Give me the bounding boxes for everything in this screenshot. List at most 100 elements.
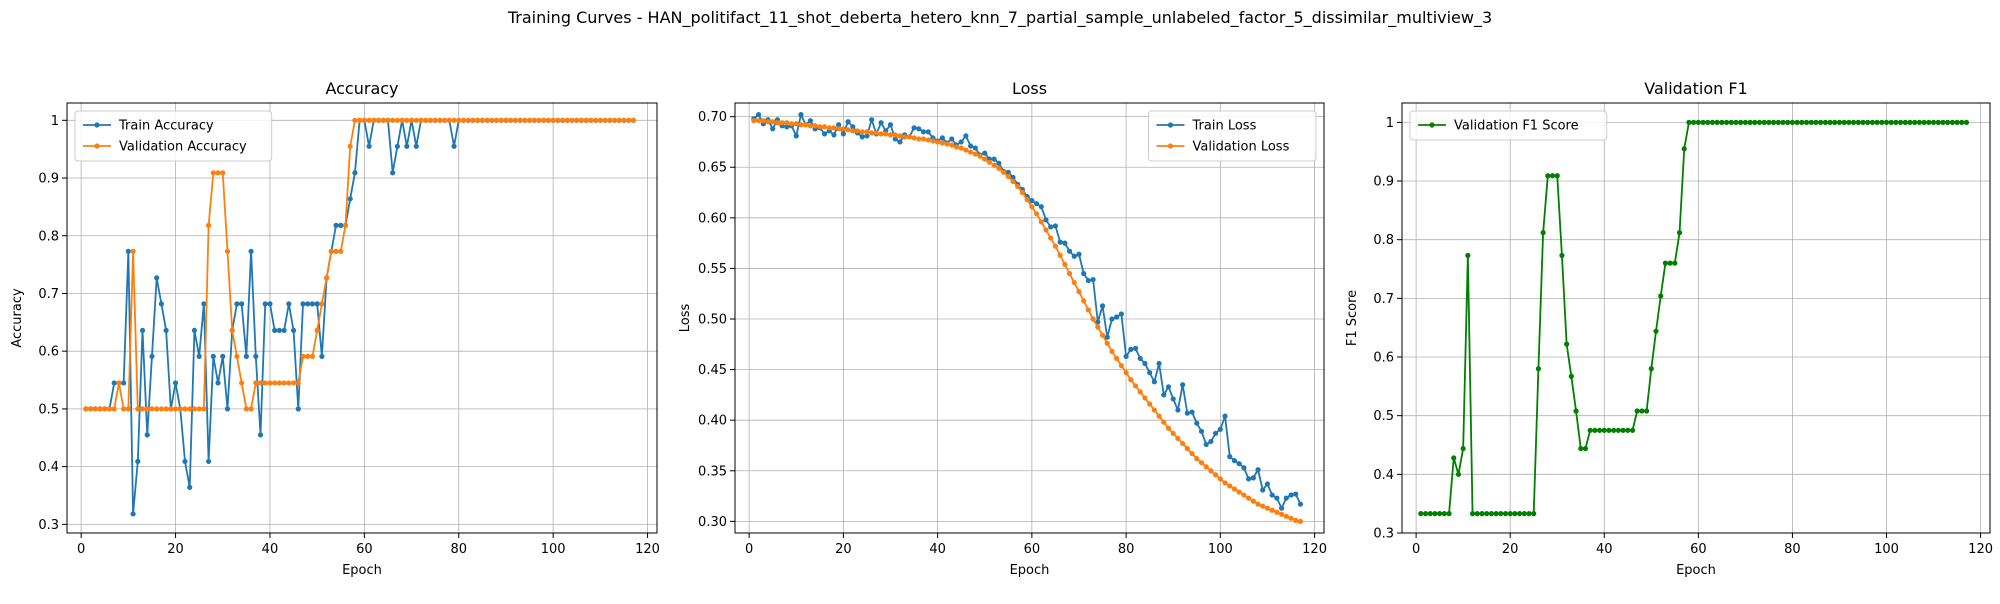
- data-point: [607, 117, 613, 123]
- data-point: [451, 117, 457, 123]
- data-point: [1246, 476, 1252, 482]
- data-point: [1460, 445, 1466, 452]
- data-point: [1644, 408, 1650, 414]
- data-point: [139, 406, 146, 412]
- data-point: [328, 248, 334, 254]
- x-tick-label: 60: [1024, 542, 1041, 557]
- data-point: [1564, 341, 1570, 347]
- data-point: [121, 406, 127, 412]
- chart-title: Loss: [1012, 79, 1047, 98]
- data-point: [840, 126, 846, 132]
- data-point: [385, 117, 391, 123]
- data-point: [257, 432, 264, 438]
- data-point: [371, 117, 377, 123]
- data-point: [1930, 119, 1937, 125]
- data-point: [158, 406, 164, 412]
- data-point: [949, 142, 955, 148]
- data-point: [196, 406, 202, 412]
- data-point: [774, 120, 781, 126]
- data-point: [418, 117, 424, 123]
- data-point: [333, 222, 339, 228]
- data-point: [982, 150, 988, 156]
- data-point: [1507, 511, 1513, 517]
- data-point: [158, 301, 164, 307]
- data-point: [1090, 276, 1096, 283]
- legend-swatch-marker: [94, 122, 100, 128]
- data-point: [1033, 201, 1040, 207]
- data-point: [163, 327, 169, 334]
- data-point: [248, 248, 254, 254]
- data-point: [1681, 146, 1687, 152]
- data-point: [1109, 316, 1115, 322]
- data-point: [878, 131, 884, 137]
- data-point: [1052, 223, 1059, 229]
- data-point: [836, 126, 842, 132]
- data-point: [1601, 427, 1607, 433]
- data-point: [1658, 293, 1664, 299]
- data-point: [1123, 353, 1129, 360]
- data-point: [1165, 425, 1172, 431]
- data-point: [319, 301, 325, 307]
- data-point: [996, 165, 1002, 171]
- data-point: [305, 353, 311, 359]
- data-point: [1260, 487, 1266, 493]
- series-markers-2: [83, 117, 637, 412]
- data-point: [972, 151, 978, 157]
- data-point: [182, 406, 188, 412]
- data-point: [1038, 204, 1044, 210]
- data-point: [1274, 495, 1280, 501]
- data-point: [239, 301, 245, 307]
- data-point: [755, 118, 762, 124]
- data-point: [1940, 119, 1946, 125]
- data-point: [1203, 464, 1209, 470]
- data-point: [224, 248, 231, 254]
- x-tick-label: 100: [1208, 542, 1233, 557]
- data-point: [451, 143, 457, 149]
- data-point: [1728, 119, 1734, 125]
- data-point: [1156, 360, 1162, 367]
- y-tick-label: 0.65: [698, 161, 727, 176]
- data-point: [526, 117, 533, 123]
- data-point: [1194, 420, 1200, 426]
- data-point: [1620, 427, 1626, 433]
- series-line-2: [753, 119, 1301, 523]
- y-tick-label: 0.35: [698, 464, 727, 479]
- data-point: [925, 129, 931, 135]
- data-point: [1691, 119, 1697, 125]
- data-point: [1846, 119, 1852, 125]
- data-point: [1180, 382, 1186, 388]
- data-point: [1000, 169, 1007, 175]
- data-point: [201, 406, 207, 412]
- data-point: [1719, 119, 1725, 125]
- data-point: [149, 353, 155, 359]
- data-point: [1427, 511, 1433, 517]
- data-point: [1573, 408, 1579, 414]
- data-point: [1147, 401, 1153, 407]
- data-point: [1432, 511, 1438, 517]
- x-tick-label: 80: [1118, 542, 1135, 557]
- data-point: [352, 117, 358, 123]
- data-point: [257, 380, 264, 386]
- data-point: [305, 301, 311, 307]
- data-point: [1057, 252, 1063, 258]
- data-point: [1015, 183, 1021, 190]
- data-point: [986, 159, 993, 165]
- data-point: [1959, 119, 1965, 125]
- x-tick-label: 100: [541, 542, 566, 557]
- data-point: [1549, 173, 1556, 179]
- data-point: [1662, 260, 1669, 266]
- data-point: [1033, 211, 1040, 217]
- data-point: [206, 222, 212, 228]
- data-point: [911, 135, 917, 141]
- data-point: [1855, 119, 1861, 125]
- data-point: [963, 133, 969, 139]
- data-point: [807, 118, 813, 124]
- data-point: [977, 153, 983, 159]
- data-point: [887, 122, 894, 128]
- y-tick-label: 0.8: [38, 229, 59, 244]
- data-point: [1297, 501, 1304, 507]
- data-point: [413, 143, 419, 149]
- data-point: [536, 117, 542, 123]
- data-point: [760, 118, 766, 124]
